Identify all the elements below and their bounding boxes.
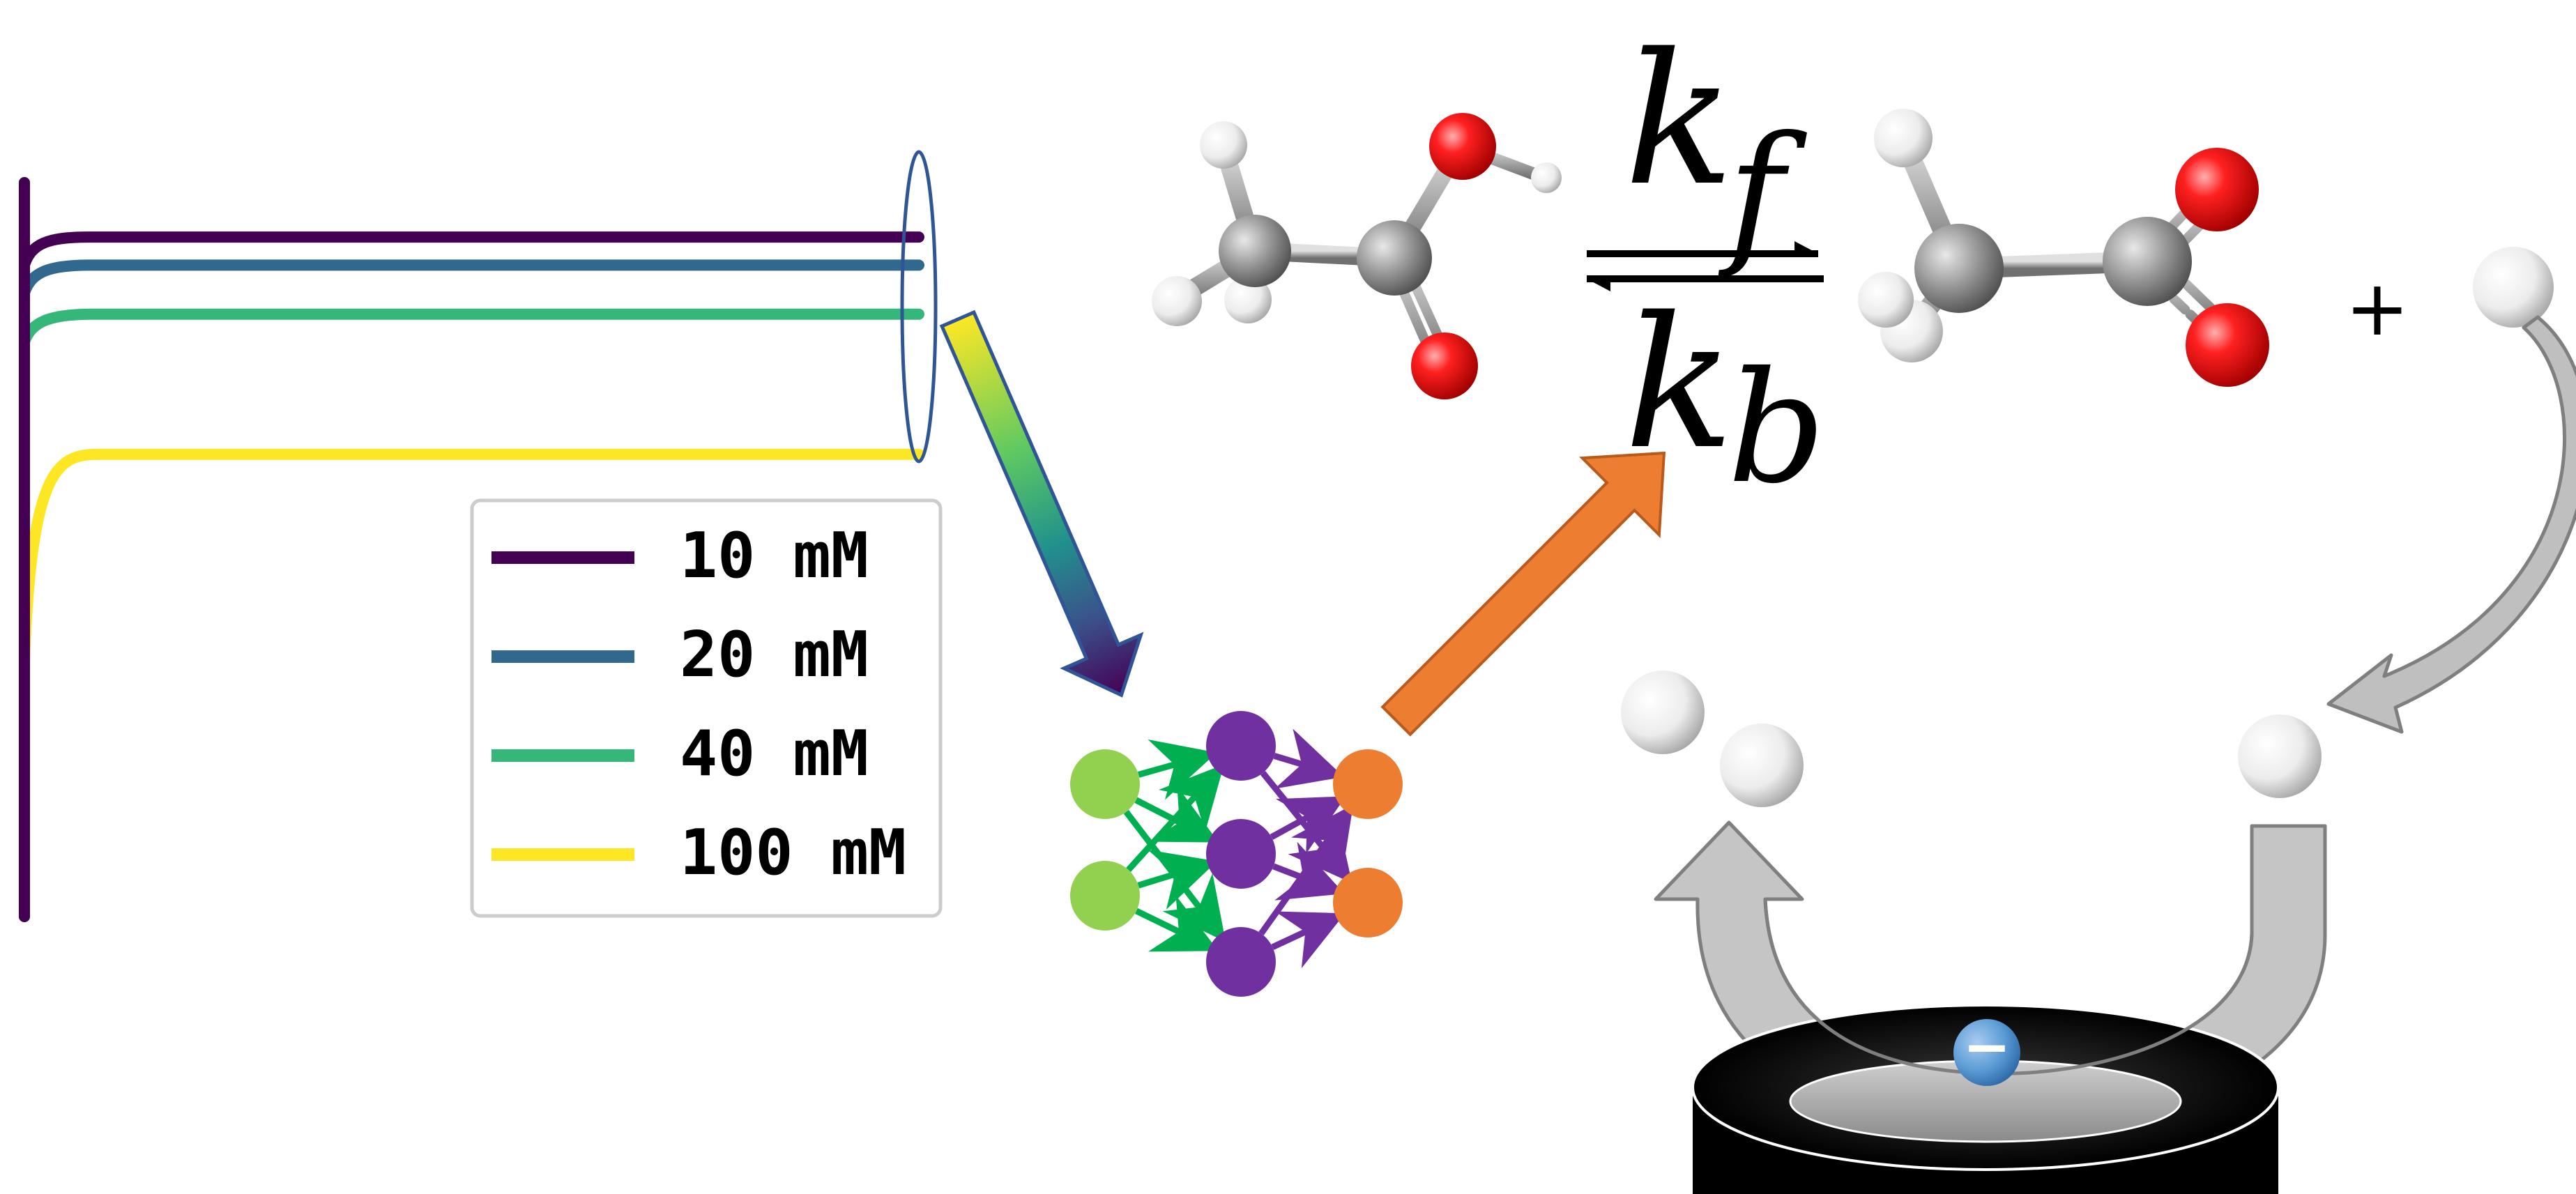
hydrogen-atom [1224,276,1272,323]
acetic-acid-molecule [1152,113,1562,399]
data-to-network-arrow [939,309,1144,698]
output-node [1333,749,1403,819]
plus-sign: + [2345,263,2409,353]
oxygen-atom [2186,303,2269,387]
hidden-node [1206,927,1276,997]
chart-legend: 10 mM 20 mM 40 mM 100 mM [470,498,943,918]
oxygen-atom [2175,148,2259,231]
carbon-atom [1914,224,2004,313]
network-to-rate-arrow [1380,451,1666,737]
oxygen-atom [1429,113,1496,180]
network-edge [1137,850,1217,910]
backward-rate-subscript: b [1728,339,1826,517]
electron-symbol: − [1963,1014,2011,1080]
electron-sphere [1953,1019,2020,1086]
acetate-molecule [1858,109,2269,387]
hydrogen-to-surface-arrow [2326,315,2576,734]
hidden-node [1206,711,1276,781]
hydrogen-atom-adsorbed [2238,714,2322,798]
hydrogen-atom [1531,162,1562,193]
legend-label: 20 mM [680,618,869,691]
forward-rate-symbol: k [1624,15,1735,226]
carbon-atom [1357,220,1432,296]
electrode [1691,1004,2280,1194]
series-line-10-mM [19,177,924,922]
legend-frame [470,498,943,918]
hydrogen-atom [1858,272,1914,328]
chart-series-lines [19,177,924,922]
plateau-selection-ellipse [900,150,938,464]
electron: − [1953,1014,2020,1086]
legend-label: 100 mM [680,816,906,889]
legend-label: 10 mM [680,519,869,592]
input-node [1070,861,1140,931]
rate-equation: k f k b [1587,15,1826,517]
hydrogen-atom [1720,724,1804,807]
hydrogen-atom [1200,121,1247,169]
hydrogen-molecule [1621,671,1804,807]
backward-rate-symbol: k [1624,279,1735,489]
hidden-node [1206,819,1276,889]
current-decay-chart: 10 mM 20 mM 40 mM 100 mM [19,150,943,922]
output-node [1333,868,1403,937]
hydrogen-atom-product [2473,247,2554,328]
hydrogen-atom [1152,276,1202,326]
oxygen-atom [1411,332,1478,399]
network-edge [1137,739,1217,800]
carbon-atom [1219,215,1291,287]
network-edge [1271,911,1346,969]
hydrogen-atom [1621,671,1705,754]
hydrogen-atom [1874,109,1933,167]
network-edge [1270,796,1346,855]
equilibrium-arrows [1587,241,1824,291]
legend-label: 40 mM [680,717,869,790]
network-edge [1273,728,1344,789]
network-edge [1126,764,1224,872]
input-node [1070,749,1140,819]
network-edge [1134,895,1219,952]
carbon-atom [2103,217,2192,306]
neural-network [1070,711,1403,997]
